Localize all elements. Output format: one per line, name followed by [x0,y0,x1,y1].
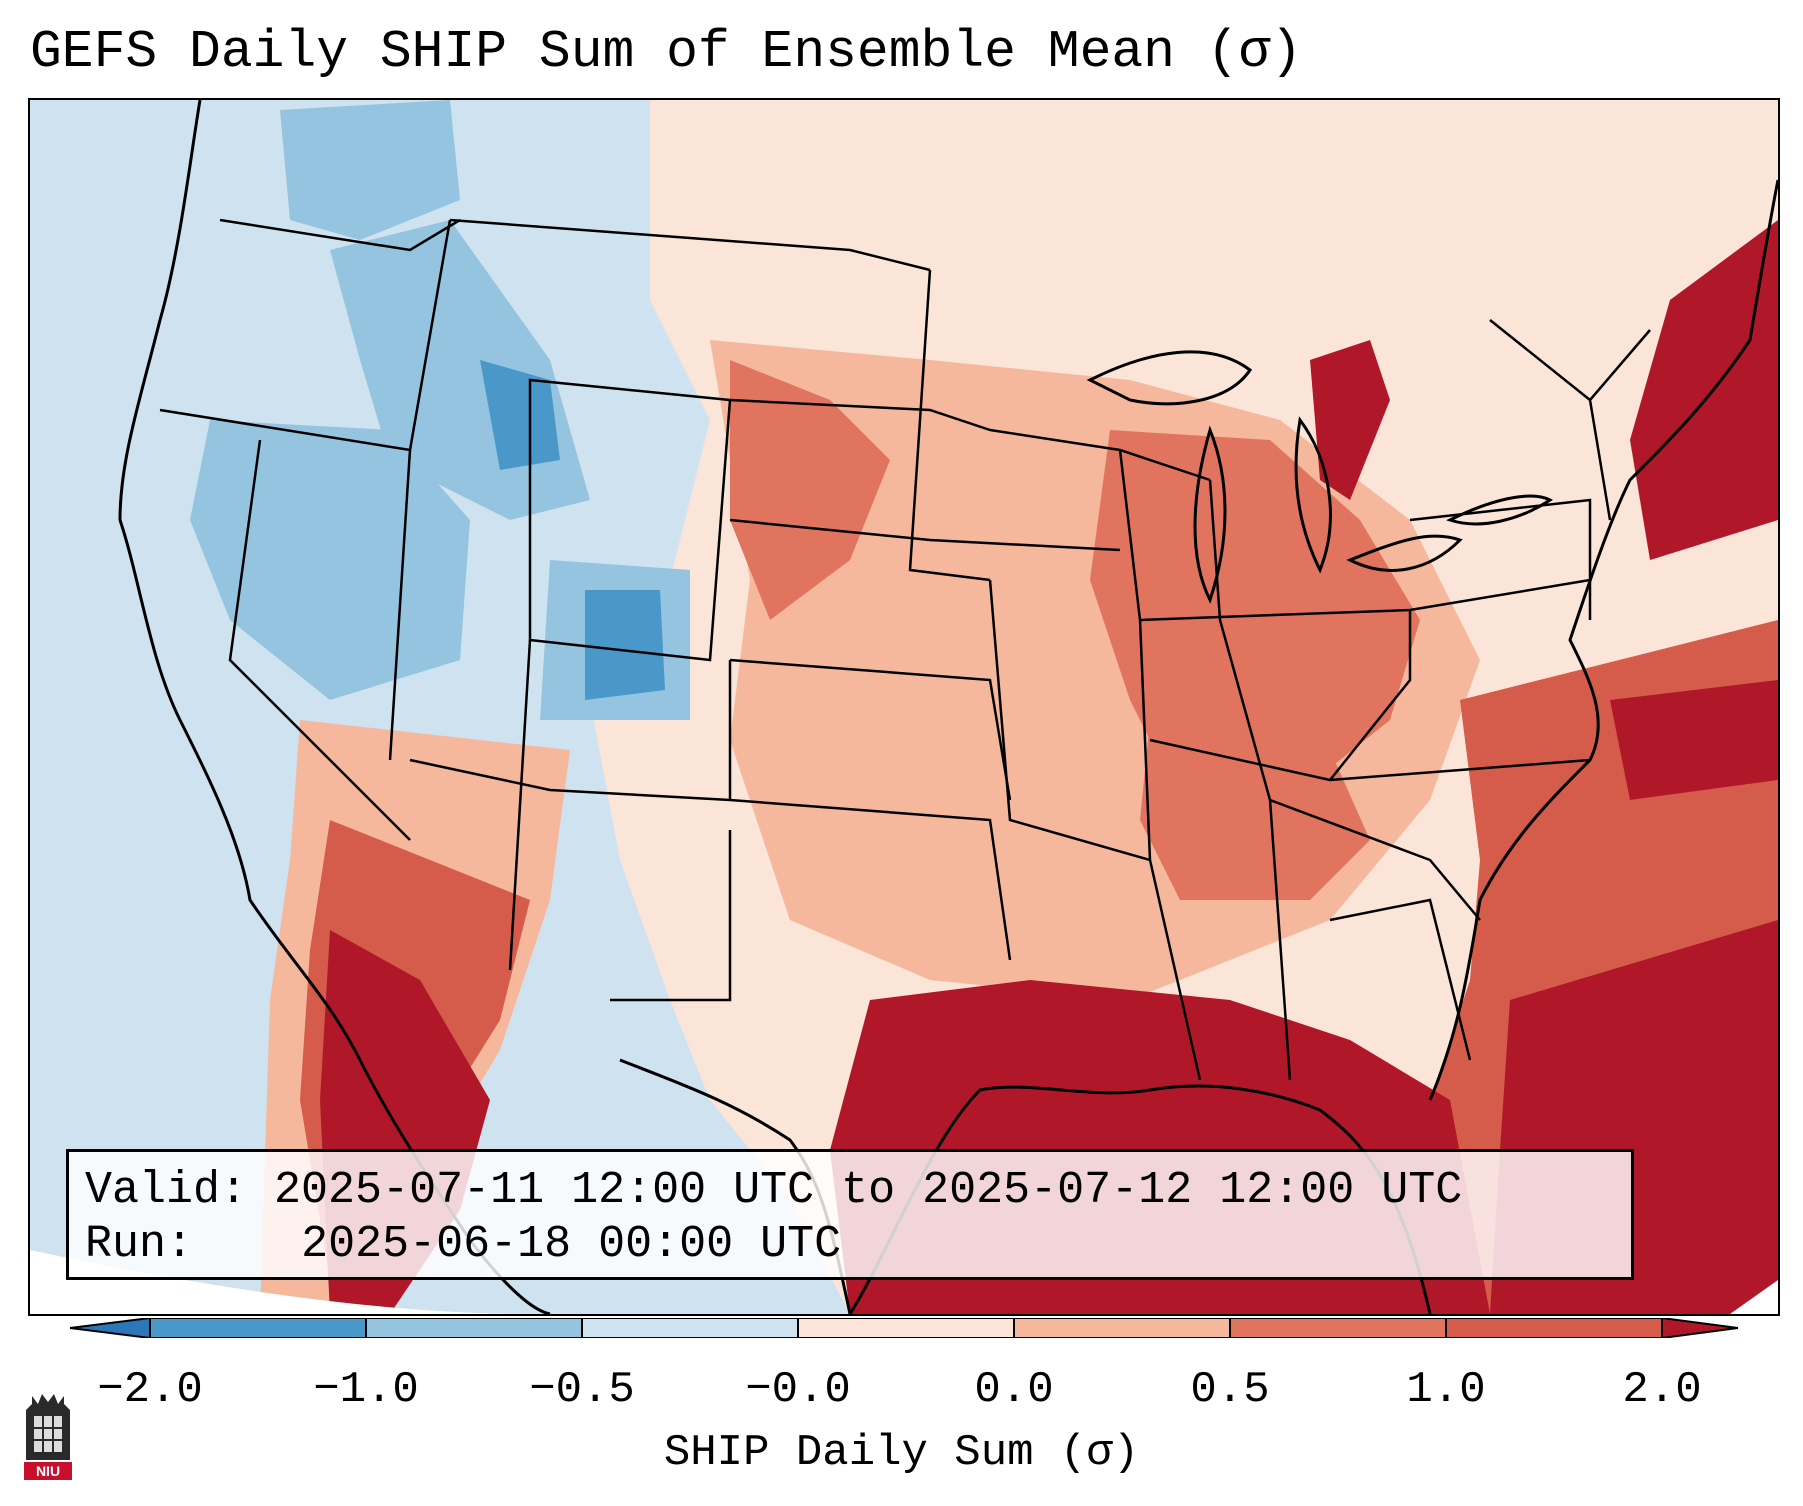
run-value: 2025-06-18 00:00 UTC [301,1219,842,1270]
state-borders [159,218,1651,1081]
valid-value: 2025-07-11 12:00 UTC to 2025-07-12 12:00… [274,1165,1463,1216]
projection-edge-right [1730,1280,1778,1314]
run-label: Run: [85,1219,194,1270]
projection-edge [30,1250,530,1314]
nevada-cool-field [190,420,470,700]
run-line: Run: 2025-06-18 00:00 UTC [85,1218,1631,1272]
colorbar-tick-label: 0.5 [1190,1365,1270,1415]
colorbar [70,1318,1738,1338]
valid-label: Valid: [85,1165,248,1216]
colorbar-tick-label: −1.0 [313,1365,419,1415]
colorbar-segment [1230,1318,1446,1338]
colorbar-tick-label: 0.0 [974,1365,1054,1415]
valid-line: Valid: 2025-07-11 12:00 UTC to 2025-07-1… [85,1164,1631,1218]
colorbar-tick-label: −2.0 [97,1365,203,1415]
colorbar-tick-label: −0.0 [745,1365,851,1415]
great-lakes-strong-field [1310,340,1390,500]
northeast-very-strong-field [1630,220,1778,560]
colorado-strong-cool-field [585,590,665,700]
colorbar-tick-label: 2.0 [1622,1365,1702,1415]
anomaly-map [30,100,1778,1314]
great-lakes [1086,350,1553,604]
colorbar-extend-low [70,1318,151,1338]
colorbar-segment [1014,1318,1230,1338]
colorbar-tick-label: −0.5 [529,1365,635,1415]
midsouth-strong-field [1140,720,1370,900]
east-coastline [1428,179,1778,1101]
chart-title: GEFS Daily SHIP Sum of Ensemble Mean (σ) [30,22,1303,82]
colorbar-segment [150,1318,366,1338]
colorbar-label: SHIP Daily Sum (σ) [663,1428,1140,1478]
map-panel [28,98,1780,1316]
niu-logo-icon: NIU [24,1394,72,1480]
colorbar-tick-label: 1.0 [1406,1365,1486,1415]
colorbar-segment [798,1318,1014,1338]
colorbar-segment [1446,1318,1662,1338]
plains-strong-field [730,360,890,620]
colorbar-extend-high [1662,1318,1738,1338]
washington-cool-field [280,100,460,240]
colorbar-segment [366,1318,582,1338]
logo-text: NIU [36,1463,60,1479]
colorbar-segment [582,1318,798,1338]
valid-run-info-box: Valid: 2025-07-11 12:00 UTC to 2025-07-1… [66,1149,1634,1280]
atlantic-patch-field [1610,680,1778,800]
idaho-strong-cool-field [480,360,560,470]
